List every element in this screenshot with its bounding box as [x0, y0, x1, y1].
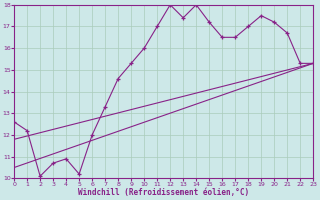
X-axis label: Windchill (Refroidissement éolien,°C): Windchill (Refroidissement éolien,°C)	[78, 188, 249, 197]
